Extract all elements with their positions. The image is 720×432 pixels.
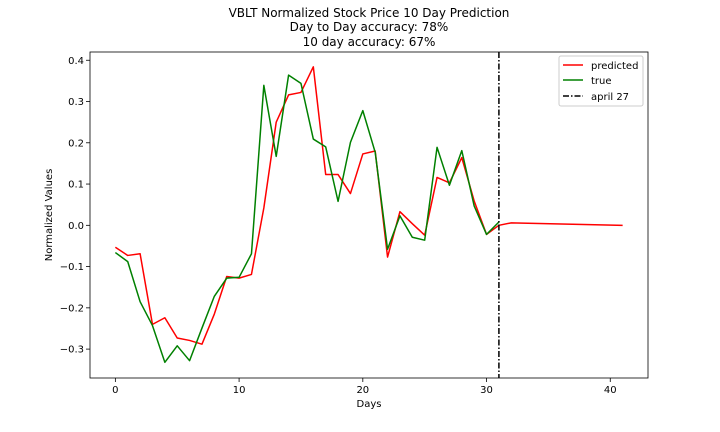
y-axis-ticks: −0.3 −0.2 −0.1 0.0 0.1 0.2 0.3 0.4 <box>60 56 90 356</box>
y-tick-label: −0.3 <box>60 345 84 356</box>
legend-label-april-27: april 27 <box>591 92 629 103</box>
y-tick-label: 0.2 <box>68 138 84 149</box>
legend-box <box>558 55 644 107</box>
chart-title-line-2: Day to Day accuracy: 78% <box>290 20 449 34</box>
series-layer <box>114 52 623 378</box>
series-line-predicted <box>114 66 623 345</box>
y-tick-label: −0.2 <box>60 303 84 314</box>
x-axis-label: Days <box>357 399 382 410</box>
y-tick-label: 0.4 <box>68 56 84 67</box>
legend-label-predicted: predicted <box>591 61 638 72</box>
x-tick-label: 0 <box>112 385 118 396</box>
chart-title-line-1: VBLT Normalized Stock Price 10 Day Predi… <box>229 6 510 20</box>
x-axis-ticks: 0 10 20 30 40 <box>112 378 617 396</box>
chart-title-line-3: 10 day accuracy: 67% <box>303 35 436 49</box>
axes-frame <box>89 51 649 379</box>
plot-area: 0 10 20 30 40 −0.3 −0.2 −0.1 0.0 0.1 0.2 0.3 0.4 <box>60 51 649 396</box>
y-tick-label: 0.3 <box>68 97 84 108</box>
series-line-true <box>114 74 500 364</box>
legend-label-true: true <box>591 76 612 87</box>
legend: predicted true april 27 <box>558 55 644 107</box>
x-tick-label: 10 <box>233 385 246 396</box>
y-axis-label: Normalized Values <box>44 169 55 262</box>
y-tick-label: 0.0 <box>68 221 84 232</box>
x-tick-label: 30 <box>480 385 493 396</box>
x-tick-label: 20 <box>356 385 369 396</box>
x-tick-label: 40 <box>604 385 617 396</box>
y-tick-label: −0.1 <box>60 262 84 273</box>
y-tick-label: 0.1 <box>68 180 84 191</box>
